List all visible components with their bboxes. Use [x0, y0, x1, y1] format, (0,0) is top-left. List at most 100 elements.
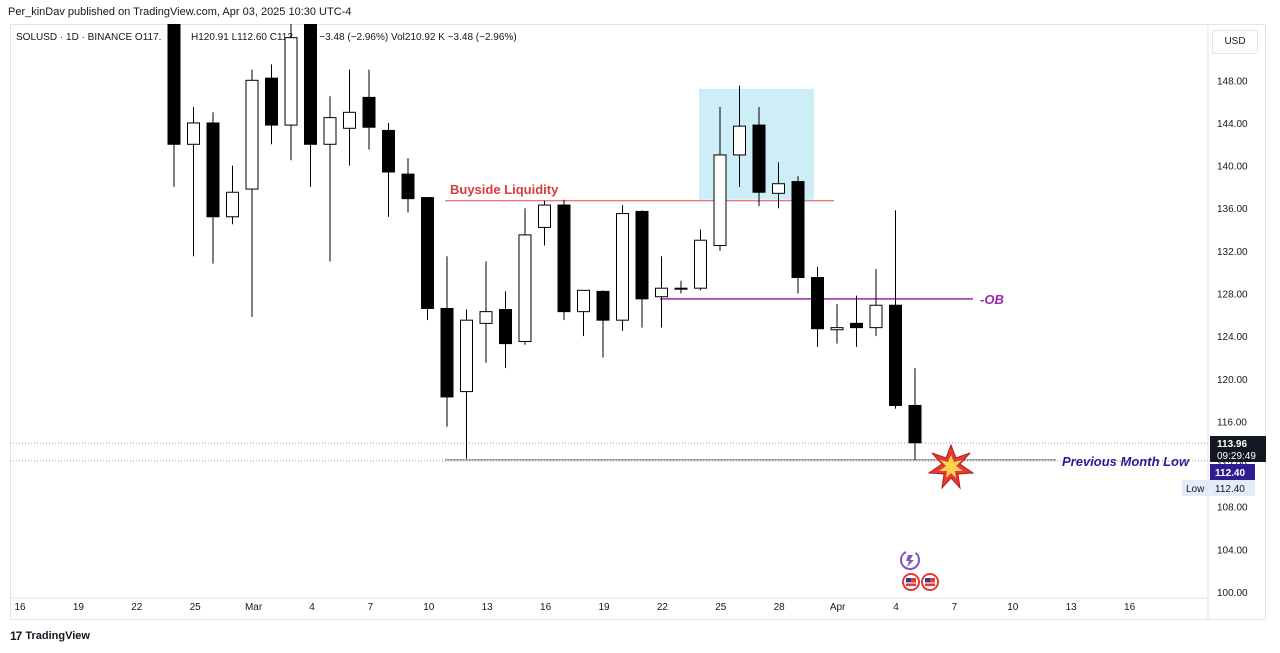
candle[interactable] — [226, 165, 239, 225]
explosion-icon — [927, 443, 975, 490]
x-tick-label: 16 — [14, 602, 26, 613]
candle[interactable] — [713, 106, 727, 251]
y-tick-label: 100.00 — [1217, 588, 1248, 599]
candle[interactable] — [421, 197, 434, 321]
candle[interactable] — [499, 291, 512, 369]
ohlc-low: L112.60 — [231, 32, 267, 43]
x-tick-label: 25 — [190, 602, 202, 613]
publisher-caption: Per_kinDav published on TradingView.com,… — [8, 6, 352, 18]
candle[interactable] — [284, 0, 298, 161]
candle[interactable] — [811, 266, 824, 347]
order-block-label: -OB — [980, 292, 1004, 307]
volume-value: Vol210.92 K — [391, 32, 445, 43]
y-tick-label: 104.00 — [1217, 545, 1248, 556]
x-tick-label: 19 — [73, 602, 85, 613]
ohlc-close: C113. — [269, 32, 296, 43]
candle[interactable] — [674, 280, 688, 294]
x-tick-label: 22 — [657, 602, 669, 613]
low-caption: Low — [1186, 484, 1205, 495]
candle[interactable] — [908, 368, 922, 460]
candle[interactable] — [830, 304, 844, 344]
candle[interactable] — [635, 210, 649, 328]
flag-usa-icon[interactable] — [921, 573, 939, 591]
low-price-value: 112.40 — [1215, 484, 1245, 495]
currency-button[interactable]: USD — [1212, 30, 1258, 54]
volume-change: −3.48 (−2.96%) — [447, 32, 517, 43]
candle[interactable] — [791, 176, 805, 294]
x-tick-label: 4 — [309, 602, 315, 613]
x-tick-label: Apr — [830, 602, 846, 613]
y-tick-label: 120.00 — [1217, 375, 1248, 386]
x-tick-label: 22 — [131, 602, 143, 613]
x-tick-label: 16 — [1124, 602, 1136, 613]
x-tick-label: 25 — [715, 602, 727, 613]
chart-frame — [10, 24, 1266, 620]
tradingview-logo[interactable]: 17 TradingView — [10, 629, 90, 643]
tradingview-logo-icon: 17 — [10, 629, 22, 643]
x-tick-label: 13 — [482, 602, 494, 613]
candle[interactable] — [655, 256, 668, 328]
y-tick-label: 108.00 — [1217, 503, 1248, 514]
candle[interactable] — [401, 158, 415, 213]
y-tick-label: 124.00 — [1217, 332, 1248, 343]
candle[interactable] — [869, 269, 883, 337]
x-tick-label: 16 — [540, 602, 552, 613]
candle[interactable] — [733, 85, 746, 187]
ohlc-high: H120.91 — [190, 32, 229, 43]
pml-price-badge — [1210, 464, 1255, 480]
candle[interactable] — [889, 210, 902, 409]
candle[interactable] — [479, 261, 493, 363]
candle[interactable] — [187, 106, 200, 257]
candle[interactable] — [206, 112, 220, 264]
previous-month-low-label: Previous Month Low — [1062, 454, 1190, 469]
x-tick-label: 10 — [1007, 602, 1019, 613]
candle[interactable] — [694, 229, 707, 291]
x-tick-label: 10 — [423, 602, 435, 613]
x-tick-label: 13 — [1066, 602, 1078, 613]
candle[interactable] — [245, 69, 259, 317]
candle[interactable] — [440, 256, 454, 427]
candle[interactable] — [304, 0, 317, 187]
tradingview-logo-text: TradingView — [25, 630, 90, 642]
candle[interactable] — [596, 290, 610, 358]
last-price-value: 113.96 — [1217, 439, 1247, 450]
candle[interactable] — [850, 295, 863, 347]
candle[interactable] — [772, 162, 785, 209]
ohlc-open: O117. — [134, 32, 162, 43]
last-price-badge — [1210, 436, 1266, 462]
candle[interactable] — [616, 205, 629, 331]
y-tick-label: 136.00 — [1217, 204, 1248, 215]
candle[interactable] — [343, 69, 356, 166]
events-icon[interactable] — [900, 550, 920, 570]
symbol-name[interactable]: SOLUSD · 1D · BINANCE — [16, 32, 133, 43]
low-price-badge — [1182, 480, 1255, 496]
candle[interactable] — [577, 289, 590, 337]
candle-countdown: 09:29:49 — [1217, 451, 1256, 462]
flag-usa-icon[interactable] — [902, 573, 920, 591]
buyside-liquidity-label: Buyside Liquidity — [450, 182, 559, 197]
x-tick-label: 7 — [952, 602, 958, 613]
symbol-legend: SOLUSD · 1D · BINANCE O117. H120.91 L112… — [16, 32, 517, 43]
pml-price-value: 112.40 — [1215, 468, 1245, 479]
candle[interactable] — [382, 122, 395, 217]
x-tick-label: 28 — [774, 602, 786, 613]
candle[interactable] — [518, 208, 532, 345]
y-tick-label: 140.00 — [1217, 162, 1248, 173]
candle[interactable] — [167, 0, 181, 187]
candle[interactable] — [752, 106, 766, 207]
candle[interactable] — [265, 64, 278, 145]
ohlc-change: −3.48 (−2.96%) — [319, 32, 389, 43]
y-tick-label: 116.00 — [1217, 417, 1247, 428]
candle[interactable] — [323, 96, 337, 262]
candle[interactable] — [557, 199, 571, 321]
candle[interactable] — [460, 309, 473, 459]
x-tick-label: Mar — [245, 602, 263, 613]
candle[interactable] — [538, 200, 551, 246]
candle[interactable] — [362, 69, 376, 150]
x-tick-label: 4 — [893, 602, 899, 613]
y-tick-label: 128.00 — [1217, 290, 1248, 301]
y-tick-label: 148.00 — [1217, 76, 1248, 87]
x-tick-label: 7 — [368, 602, 374, 613]
x-tick-label: 19 — [598, 602, 610, 613]
